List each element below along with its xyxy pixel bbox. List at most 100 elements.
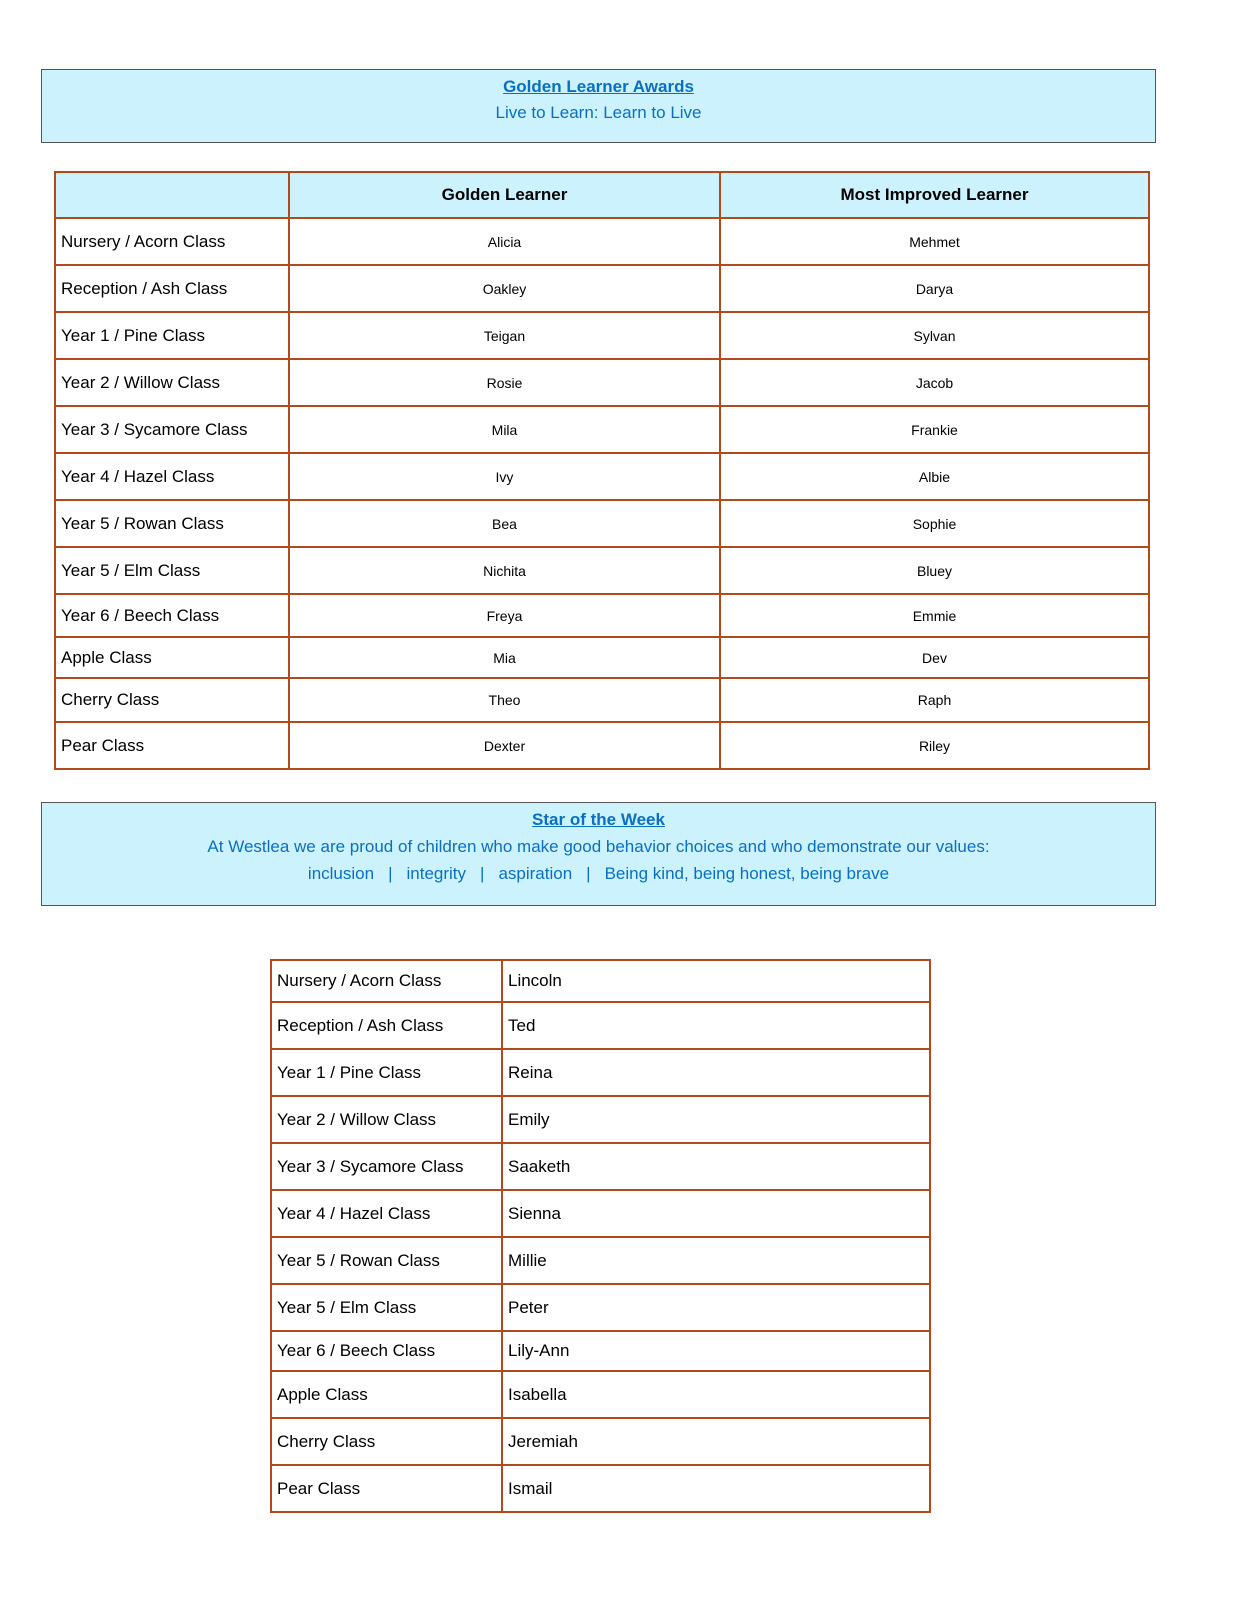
separator: | <box>586 864 591 883</box>
table-row: Year 4 / Hazel Class Ivy Albie <box>54 452 1150 501</box>
table-row: Year 1 / Pine Class Teigan Sylvan <box>54 311 1150 360</box>
class-cell: Year 5 / Rowan Class <box>270 1236 503 1285</box>
table-header-row: Golden Learner Most Improved Learner <box>54 171 1150 219</box>
star-name-cell: Ted <box>501 1001 931 1050</box>
separator: | <box>388 864 393 883</box>
table-row: Year 2 / Willow Class Emily <box>270 1095 931 1144</box>
star-table: Nursery / Acorn Class Lincoln Reception / … <box>270 959 931 1513</box>
star-name-cell: Peter <box>501 1283 931 1332</box>
class-cell: Year 1 / Pine Class <box>54 311 290 360</box>
table-row: Reception / Ash Class Ted <box>270 1001 931 1050</box>
table-row: Year 5 / Elm Class Peter <box>270 1283 931 1332</box>
class-cell: Year 2 / Willow Class <box>270 1095 503 1144</box>
separator: | <box>480 864 485 883</box>
most-improved-cell: Mehmet <box>719 217 1150 266</box>
golden-learner-cell: Theo <box>288 677 721 723</box>
golden-learner-cell: Alicia <box>288 217 721 266</box>
star-name-cell: Saaketh <box>501 1142 931 1191</box>
table-row: Pear Class Ismail <box>270 1464 931 1513</box>
value-aspiration: aspiration <box>498 864 573 883</box>
class-cell: Year 3 / Sycamore Class <box>270 1142 503 1191</box>
table-row: Year 2 / Willow Class Rosie Jacob <box>54 358 1150 407</box>
value-kind-honest-brave: Being kind, being honest, being brave <box>604 864 890 883</box>
table-row: Year 3 / Sycamore Class Mila Frankie <box>54 405 1150 454</box>
star-banner: Star of the Week At Westlea we are proud… <box>41 802 1156 906</box>
class-cell: Year 2 / Willow Class <box>54 358 290 407</box>
class-cell: Year 4 / Hazel Class <box>270 1189 503 1238</box>
class-cell: Cherry Class <box>270 1417 503 1466</box>
most-improved-cell: Albie <box>719 452 1150 501</box>
table-row: Year 5 / Rowan Class Bea Sophie <box>54 499 1150 548</box>
table-row: Year 3 / Sycamore Class Saaketh <box>270 1142 931 1191</box>
most-improved-cell: Dev <box>719 636 1150 679</box>
golden-learner-cell: Mia <box>288 636 721 679</box>
header-class <box>54 171 290 219</box>
class-cell: Reception / Ash Class <box>54 264 290 313</box>
header-golden-learner: Golden Learner <box>288 171 721 219</box>
golden-learner-cell: Nichita <box>288 546 721 595</box>
star-name-cell: Isabella <box>501 1370 931 1419</box>
most-improved-cell: Jacob <box>719 358 1150 407</box>
golden-learner-cell: Bea <box>288 499 721 548</box>
star-intro: At Westlea we are proud of children who … <box>207 837 990 856</box>
star-name-cell: Ismail <box>501 1464 931 1513</box>
table-row: Year 5 / Rowan Class Millie <box>270 1236 931 1285</box>
class-cell: Nursery / Acorn Class <box>54 217 290 266</box>
class-cell: Cherry Class <box>54 677 290 723</box>
star-name-cell: Emily <box>501 1095 931 1144</box>
table-row: Year 6 / Beech Class Lily-Ann <box>270 1330 931 1372</box>
most-improved-cell: Emmie <box>719 593 1150 638</box>
awards-title: Golden Learner Awards <box>503 77 694 96</box>
most-improved-cell: Riley <box>719 721 1150 770</box>
class-cell: Year 5 / Elm Class <box>54 546 290 595</box>
table-row: Cherry Class Jeremiah <box>270 1417 931 1466</box>
class-cell: Apple Class <box>270 1370 503 1419</box>
awards-banner: Golden Learner Awards Live to Learn: Lea… <box>41 69 1156 143</box>
most-improved-cell: Sophie <box>719 499 1150 548</box>
table-row: Year 5 / Elm Class Nichita Bluey <box>54 546 1150 595</box>
star-name-cell: Sienna <box>501 1189 931 1238</box>
class-cell: Year 6 / Beech Class <box>270 1330 503 1372</box>
class-cell: Year 1 / Pine Class <box>270 1048 503 1097</box>
table-row: Reception / Ash Class Oakley Darya <box>54 264 1150 313</box>
header-most-improved: Most Improved Learner <box>719 171 1150 219</box>
most-improved-cell: Bluey <box>719 546 1150 595</box>
golden-learner-cell: Rosie <box>288 358 721 407</box>
class-cell: Year 5 / Elm Class <box>270 1283 503 1332</box>
star-name-cell: Lily-Ann <box>501 1330 931 1372</box>
most-improved-cell: Frankie <box>719 405 1150 454</box>
golden-learner-cell: Freya <box>288 593 721 638</box>
most-improved-cell: Sylvan <box>719 311 1150 360</box>
table-row: Year 1 / Pine Class Reina <box>270 1048 931 1097</box>
star-name-cell: Millie <box>501 1236 931 1285</box>
golden-learner-cell: Dexter <box>288 721 721 770</box>
value-inclusion: inclusion <box>307 864 375 883</box>
class-cell: Pear Class <box>270 1464 503 1513</box>
most-improved-cell: Raph <box>719 677 1150 723</box>
golden-learner-cell: Teigan <box>288 311 721 360</box>
star-title: Star of the Week <box>532 810 665 829</box>
table-row: Pear Class Dexter Riley <box>54 721 1150 770</box>
table-row: Year 6 / Beech Class Freya Emmie <box>54 593 1150 638</box>
class-cell: Apple Class <box>54 636 290 679</box>
table-row: Nursery / Acorn Class Lincoln <box>270 959 931 1003</box>
table-row: Apple Class Isabella <box>270 1370 931 1419</box>
golden-learner-cell: Ivy <box>288 452 721 501</box>
awards-table: Golden Learner Most Improved Learner Nur… <box>54 171 1150 770</box>
class-cell: Nursery / Acorn Class <box>270 959 503 1003</box>
class-cell: Year 3 / Sycamore Class <box>54 405 290 454</box>
class-cell: Year 4 / Hazel Class <box>54 452 290 501</box>
awards-subtitle: Live to Learn: Learn to Live <box>495 103 702 122</box>
table-row: Cherry Class Theo Raph <box>54 677 1150 723</box>
value-integrity: integrity <box>406 864 467 883</box>
star-name-cell: Lincoln <box>501 959 931 1003</box>
class-cell: Year 5 / Rowan Class <box>54 499 290 548</box>
table-row: Nursery / Acorn Class Alicia Mehmet <box>54 217 1150 266</box>
golden-learner-cell: Mila <box>288 405 721 454</box>
class-cell: Reception / Ash Class <box>270 1001 503 1050</box>
most-improved-cell: Darya <box>719 264 1150 313</box>
star-name-cell: Jeremiah <box>501 1417 931 1466</box>
class-cell: Year 6 / Beech Class <box>54 593 290 638</box>
star-name-cell: Reina <box>501 1048 931 1097</box>
star-values: inclusion | integrity | aspiration | Being kin… <box>42 864 1155 884</box>
